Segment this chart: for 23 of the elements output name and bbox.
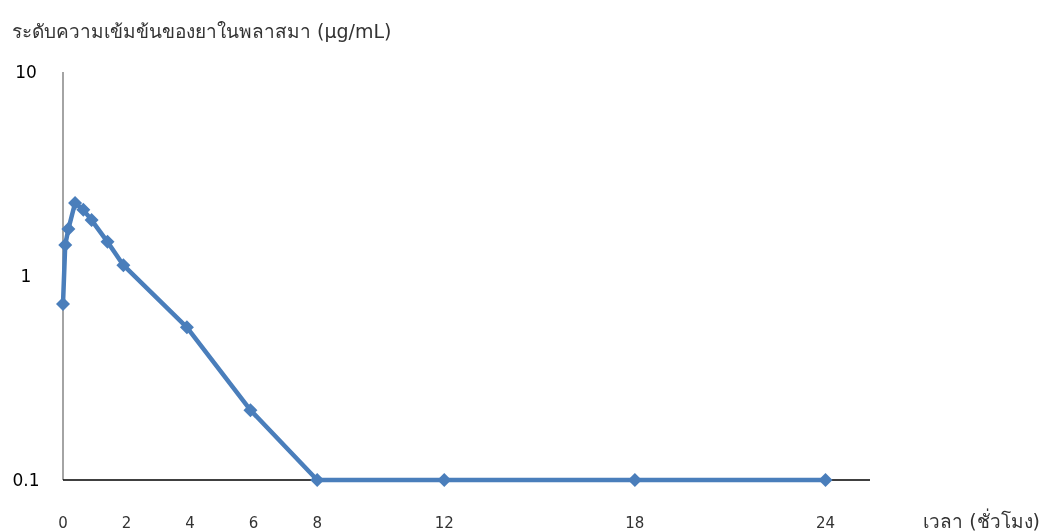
x-tick-label: 2 [121, 514, 132, 532]
point [818, 473, 833, 487]
x-tick-label: 12 [434, 514, 454, 532]
x-axis-title: เวลา (ชั่วโมง) [923, 508, 1040, 532]
point [61, 221, 76, 236]
x-tick-label: 4 [185, 514, 195, 532]
point [58, 237, 73, 252]
x-tick-label: 18 [625, 514, 645, 532]
x-tick-label: 6 [248, 514, 259, 532]
y-tick-label: 0.1 [12, 470, 40, 490]
x-tick-label: 24 [815, 514, 836, 532]
point [243, 403, 258, 418]
point [68, 195, 83, 210]
point [76, 202, 91, 217]
point [100, 234, 115, 249]
y-tick-label: 10 [15, 62, 37, 82]
x-tick-label: 0 [58, 514, 68, 532]
point [179, 320, 194, 335]
point [84, 213, 99, 228]
x-tick-label: 8 [312, 514, 322, 532]
point [116, 258, 131, 273]
y-axis-title: ระดับความเข้มข้นของยาในพลาสมา (μg/mL) [12, 20, 392, 42]
y-tick-label: 1 [20, 266, 32, 286]
